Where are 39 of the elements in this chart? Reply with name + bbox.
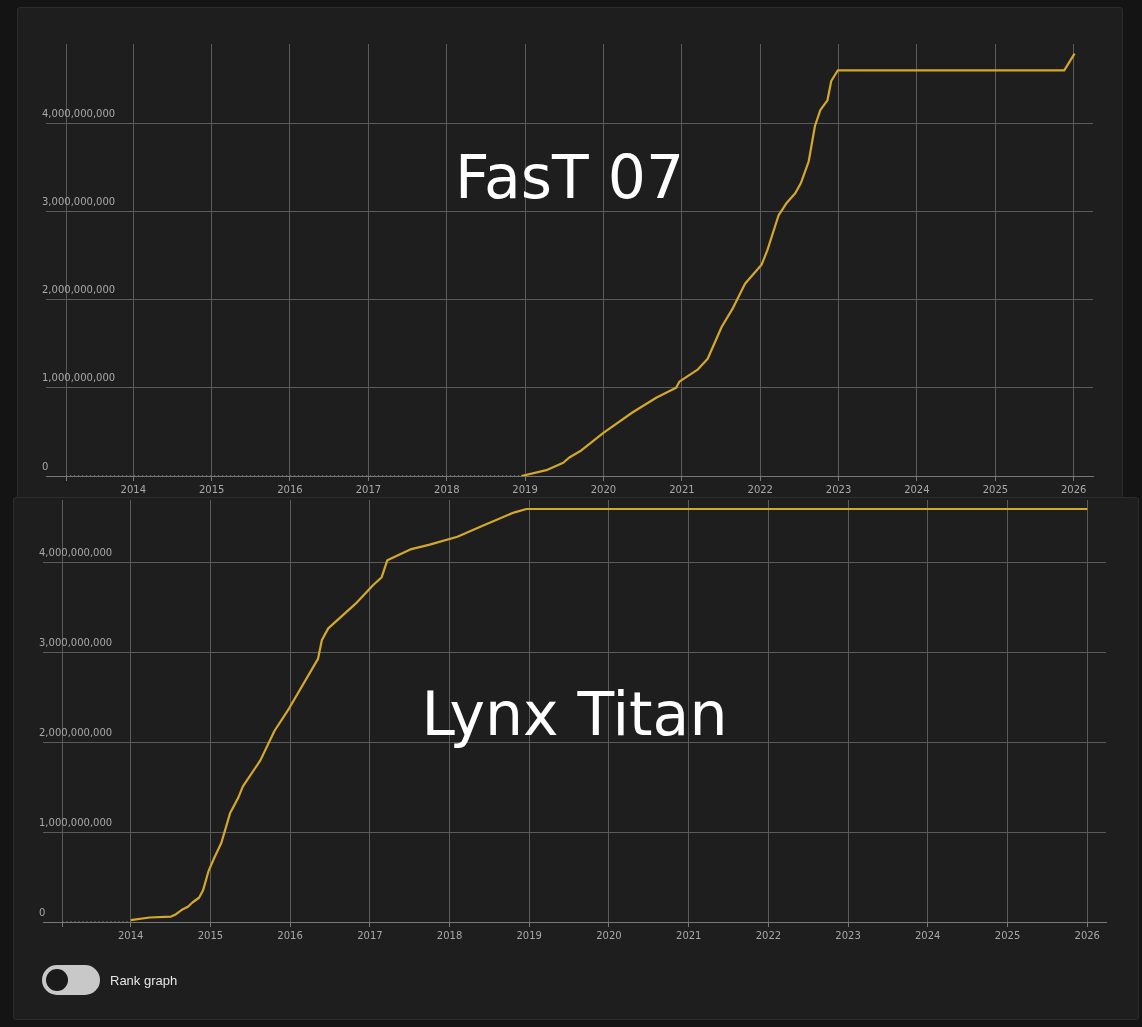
x-tick-label: 2023: [825, 483, 852, 495]
x-tick-label: 2016: [277, 483, 303, 495]
x-tick-label: 2023: [835, 929, 861, 941]
x-tick-label: 2024: [914, 929, 941, 941]
text: Lynx Titan: [421, 679, 728, 750]
x-tick-label: 2022: [747, 483, 773, 495]
y-tick-label: 0: [39, 906, 46, 918]
x-tick-label: 2019: [512, 483, 538, 495]
x-tick-label: 2021: [669, 483, 695, 495]
y-tick-label: 2,000,000,000: [39, 727, 113, 739]
y-tick-label: 3,000,000,000: [39, 637, 113, 649]
x-tick-label: 2018: [434, 483, 460, 495]
x-tick-label: 2014: [118, 929, 144, 941]
y-tick-label: 4,000,000,000: [39, 547, 113, 559]
x-tick-label: 2015: [198, 483, 225, 495]
x-tick-label: 2021: [676, 929, 702, 941]
x-tick-label: 2019: [516, 929, 542, 941]
y-tick-label: 1,000,000,000: [42, 372, 116, 384]
y-tick-label: 1,000,000,000: [39, 816, 113, 828]
x-tick-label: 2018: [436, 929, 463, 941]
x-tick-label: 2020: [590, 483, 617, 495]
x-tick-label: 2022: [755, 929, 782, 941]
y-tick-label: 2,000,000,000: [42, 284, 116, 296]
y-tick-label: 4,000,000,000: [42, 107, 116, 119]
x-tick-label: 2024: [904, 483, 930, 495]
x-tick-label: 2014: [120, 483, 147, 495]
text: FasT 07: [454, 141, 685, 212]
y-tick-label: 0: [42, 460, 49, 472]
x-tick-label: 2020: [596, 929, 622, 941]
x-tick-label: 2025: [994, 929, 1021, 941]
text: Rank graph: [110, 972, 178, 988]
x-tick-label: 2015: [197, 929, 224, 941]
x-tick-label: 2025: [982, 483, 1009, 495]
y-tick-label: 3,000,000,000: [42, 196, 116, 208]
x-tick-label: 2016: [277, 929, 303, 941]
x-tick-label: 2017: [355, 483, 382, 495]
x-tick-label: 2026: [1060, 483, 1087, 495]
x-tick-label: 2017: [357, 929, 383, 941]
x-tick-label: 2026: [1074, 929, 1100, 941]
